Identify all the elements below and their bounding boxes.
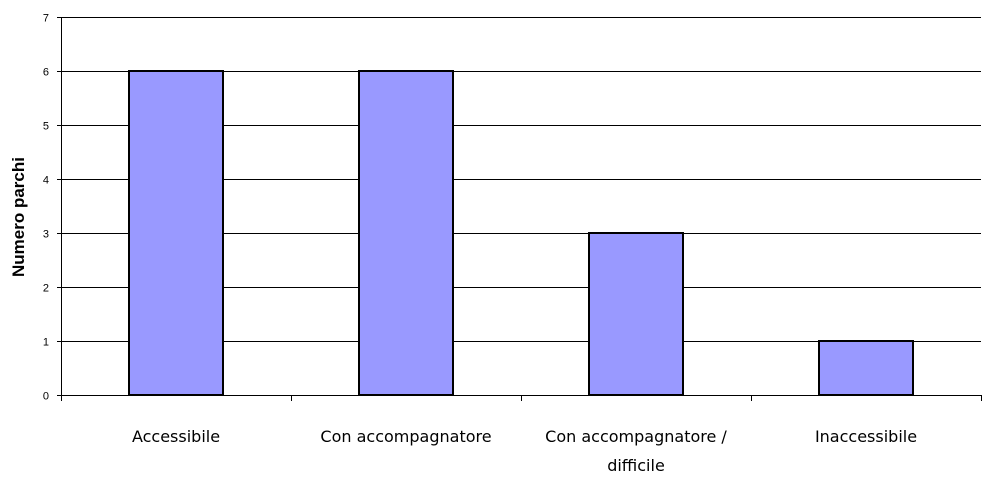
y-tick-label: 1 [43,337,49,349]
y-tick-label: 2 [43,283,49,295]
x-category-label-line: Con accompagnatore [320,427,491,446]
x-category-label: Inaccessibile [815,427,917,446]
y-tick-label: 6 [43,67,49,79]
x-category-label-line: difficile [607,456,665,475]
bar [128,70,224,396]
x-category-label: Con accompagnatore [320,427,491,446]
y-tick-labels: 0 1 2 3 4 5 6 7 [43,13,49,403]
bar [588,232,684,396]
x-category-label-line: Con accompagnatore / [545,427,727,446]
y-axis-title: Numero parchi [9,157,28,277]
y-tick-label: 4 [43,175,49,187]
x-category-label: Con accompagnatore / difficile [545,427,727,475]
x-category-labels: Accessibile Con accompagnatore Con accompa… [132,427,917,475]
x-category-label-line: Inaccessibile [815,427,917,446]
y-tick-label: 5 [43,121,49,133]
y-tick-label: 3 [43,229,49,241]
x-category-label: Accessibile [132,427,220,446]
bar [818,340,914,396]
y-tick-label: 0 [43,391,49,403]
y-tick-label: 7 [43,13,49,25]
x-category-label-line: Accessibile [132,427,220,446]
bar [358,70,454,396]
